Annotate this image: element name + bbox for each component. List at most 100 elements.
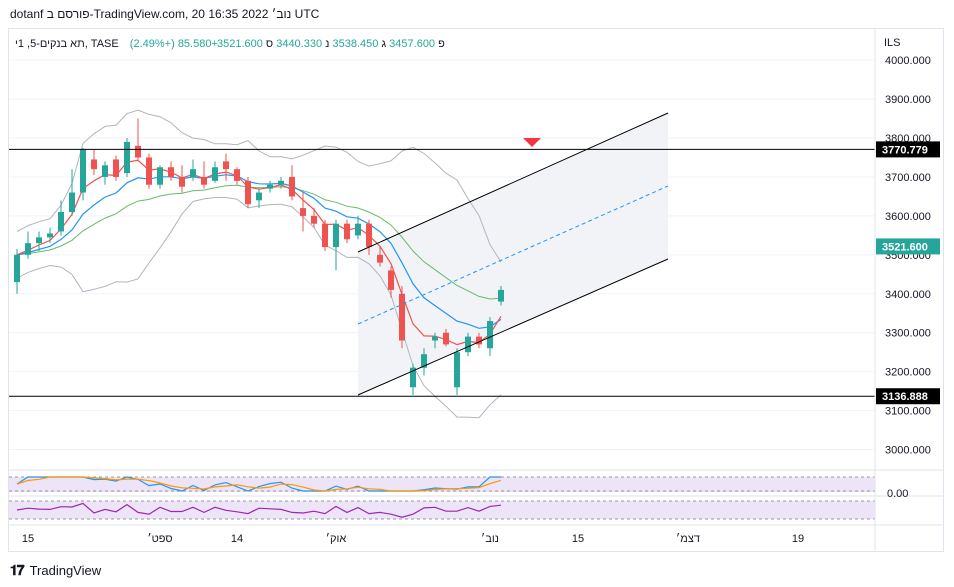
price-chart[interactable]: ILS 4000.0003900.0003800.0003700.0003600… xyxy=(9,29,943,551)
candle-body xyxy=(168,167,174,177)
price-tick-label: 3700.000 xyxy=(885,172,931,184)
price-badge-label: 3521.600 xyxy=(882,241,928,253)
symbol-label: תא בנקים-5, 1י, TASE xyxy=(15,38,119,50)
low-value: 3440.330 xyxy=(276,38,322,50)
candle-body xyxy=(113,159,119,177)
ema-slow-line xyxy=(16,184,502,300)
candle-body xyxy=(443,332,449,345)
candle-body xyxy=(25,243,31,255)
candles xyxy=(14,118,504,396)
channel-lower-line[interactable] xyxy=(357,258,669,396)
candle-body xyxy=(80,149,86,193)
ohlc-legend: תא בנקים-5, 1י, TASE פ 3457.600 ג 3538.4… xyxy=(15,38,445,50)
candle-body xyxy=(476,336,482,345)
price-tick-label: 3200.000 xyxy=(885,367,931,379)
candle-body xyxy=(234,169,240,181)
channel-fill xyxy=(358,113,668,395)
candle-body xyxy=(102,165,108,177)
price-badge xyxy=(876,141,940,158)
candle-body xyxy=(212,167,218,181)
time-label: אוק׳ xyxy=(326,532,347,545)
candle-body xyxy=(421,354,427,368)
price-tick-label: 3400.000 xyxy=(885,289,931,301)
candle-body xyxy=(201,176,207,185)
price-tick-label: 4000.000 xyxy=(885,55,931,67)
candle-body xyxy=(157,167,163,185)
high-value: 3538.450 xyxy=(333,38,379,50)
price-tick-label: 3600.000 xyxy=(885,211,931,223)
candle-body xyxy=(399,293,405,341)
candle-body xyxy=(179,176,185,187)
arrow-down-marker-icon xyxy=(523,138,541,147)
close-label: ס xyxy=(266,38,273,50)
candle-body xyxy=(245,180,251,205)
price-tick-label: 3900.000 xyxy=(885,94,931,106)
price-tick-label: 3500.000 xyxy=(885,250,931,262)
change-value: +85.580 (+2.49%) xyxy=(130,38,218,50)
candle-body xyxy=(69,192,75,213)
tradingview-logo[interactable]: 𝟏𝟕 TradingView xyxy=(10,562,101,579)
candle-body xyxy=(256,192,262,201)
time-label: 15 xyxy=(22,533,34,545)
open-label: פ xyxy=(438,38,445,50)
channel-mid-line[interactable] xyxy=(357,185,669,325)
brand-name: TradingView xyxy=(29,563,102,578)
price-badge-label: 3770.779 xyxy=(882,144,928,156)
time-label: נוב׳ xyxy=(481,532,499,545)
footer: 𝟏𝟕 TradingView xyxy=(0,556,954,587)
open-value: 3457.600 xyxy=(389,38,435,50)
candle-body xyxy=(91,159,97,170)
price-tick-label: 3100.000 xyxy=(885,406,931,418)
stoch-band xyxy=(9,477,875,492)
price-badge xyxy=(876,238,940,255)
candle-body xyxy=(311,215,317,224)
candle-body xyxy=(124,141,130,174)
candle-body xyxy=(377,254,383,263)
candle-body xyxy=(36,237,42,244)
candle-body xyxy=(146,157,152,185)
time-label: 14 xyxy=(231,533,243,545)
channel-upper-line[interactable] xyxy=(357,112,669,253)
candle-body xyxy=(333,223,339,248)
publish-info: dotanf פורסם ב-TradingView.com, 20 נוב׳ … xyxy=(10,7,320,21)
candle-body xyxy=(289,176,295,197)
main-pane[interactable] xyxy=(9,59,875,451)
candle-body xyxy=(388,270,394,290)
osc-zero-label: 0.00 xyxy=(887,488,908,500)
candle-body xyxy=(366,223,372,248)
rsi-line xyxy=(16,502,502,518)
time-label: ספט׳ xyxy=(147,532,172,545)
chart-header: dotanf פורסם ב-TradingView.com, 20 נוב׳ … xyxy=(0,0,954,28)
price-ticks: 4000.0003900.0003800.0003700.0003600.000… xyxy=(885,55,931,456)
oscillator-pane[interactable] xyxy=(9,469,943,520)
close-value: 3521.600 xyxy=(217,38,263,50)
time-axis[interactable]: 15 ספט׳ 14 אוק׳ נוב׳ 15 דצמ׳ 19 xyxy=(9,524,943,545)
candle-body xyxy=(47,233,53,238)
candle-body xyxy=(454,352,460,388)
candle-body xyxy=(410,367,416,388)
candle-body xyxy=(432,336,438,341)
price-badge xyxy=(876,388,940,405)
price-tick-label: 3000.000 xyxy=(885,445,931,457)
candle-body xyxy=(14,254,20,283)
candle-body xyxy=(223,161,229,170)
ema-mid-line xyxy=(16,174,502,329)
time-label: 15 xyxy=(572,533,584,545)
tradingview-logo-icon: 𝟏𝟕 xyxy=(10,562,25,578)
chart-frame[interactable]: ILS 4000.000 3900.000 3800.000 3700.000 3600… xyxy=(8,28,944,552)
price-badge-label: 3136.888 xyxy=(882,391,928,403)
candle-body xyxy=(135,145,141,158)
low-label: נ xyxy=(325,38,329,50)
candle-body xyxy=(190,169,196,177)
candle-body xyxy=(487,321,493,349)
candle-body xyxy=(278,180,284,185)
price-axis[interactable]: ILS 4000.0003900.0003800.0003700.0003600… xyxy=(874,29,940,551)
price-badges: 3770.779 3521.600 3136.888 xyxy=(876,141,940,405)
svg-text:תא בנקים-5, 1י, TASE פ: תא בנקים-5, 1י, TASE פ 3457.600 ג 3538.4… xyxy=(15,38,445,50)
candle-body xyxy=(322,223,328,248)
currency-label: ILS xyxy=(884,37,901,49)
candle-body xyxy=(58,212,64,232)
price-grid xyxy=(9,59,875,451)
candle-body xyxy=(355,223,361,236)
time-label: 19 xyxy=(792,533,804,545)
